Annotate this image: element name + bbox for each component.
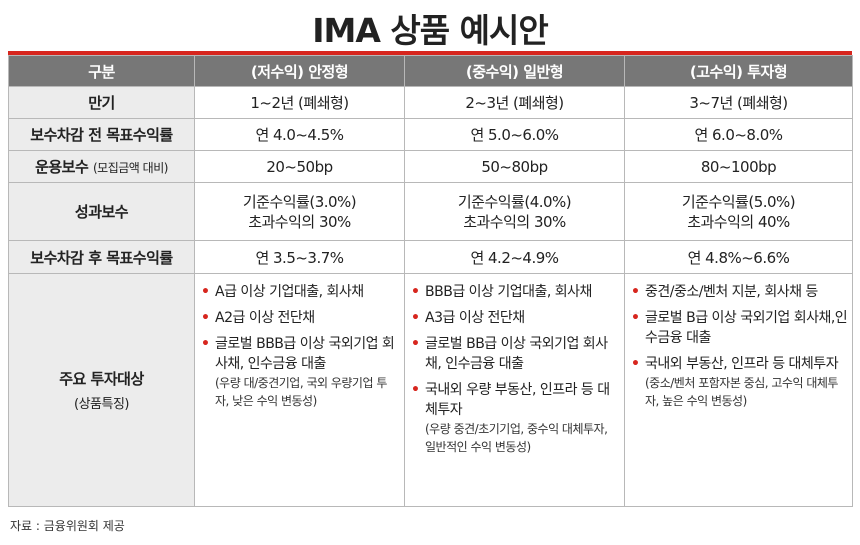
cell-fee-general: 50~80bp xyxy=(404,150,625,183)
page-title: IMA 상품 예시안 xyxy=(312,11,548,50)
invest-list-general: • BBB급 이상 기업대출, 회사채 • A3급 이상 전단채 • 글로벌 BB급 … xyxy=(411,282,620,456)
list-item: • 국내외 부동산, 인프라 등 대체투자 (중소/벤처 포함자본 중심, 고수익… xyxy=(631,354,848,410)
table-row: 운용보수 (모집금액 대비) 20~50bp 50~80bp 80~100bp xyxy=(8,150,853,183)
list-item-text: 글로벌 B급 이상 국외기업 회사채,인수금융 대출 xyxy=(645,310,848,346)
cell-perf-investment: 기준수익률(5.0%) 초과수익의 40% xyxy=(624,182,853,241)
perf-investment-base: 기준수익률(5.0%) xyxy=(681,192,796,211)
list-item-text: 글로벌 BBB급 이상 국외기업 회사채, 인수금융 대출 xyxy=(215,336,395,372)
cell-perf-stable: 기준수익률(3.0%) 초과수익의 30% xyxy=(194,182,405,241)
list-item-text: 중견/중소/벤처 지분, 회사채 등 xyxy=(645,284,818,300)
list-item-text: A2급 이상 전단채 xyxy=(215,310,315,326)
cell-maturity-general: 2~3년 (폐쇄형) xyxy=(404,86,625,119)
list-item-note: (중소/벤처 포함자본 중심, 고수익 대체투자, 높은 수익 변동성) xyxy=(645,376,838,408)
list-item-text: 국내외 부동산, 인프라 등 대체투자 xyxy=(645,356,839,372)
list-item: • 글로벌 BB급 이상 국외기업 회사채, 인수금융 대출 xyxy=(411,334,620,374)
title-divider xyxy=(8,51,852,55)
cell-target-pre-investment: 연 6.0~8.0% xyxy=(624,118,853,151)
bullet-icon: • xyxy=(411,284,420,300)
cell-fee-stable: 20~50bp xyxy=(194,150,405,183)
bullet-icon: • xyxy=(631,310,640,326)
perf-stable-base: 기준수익률(3.0%) xyxy=(242,192,357,211)
row-label-invest: 주요 투자대상 (상품특징) xyxy=(8,273,195,507)
list-item: • A2급 이상 전단채 xyxy=(201,308,400,328)
bullet-icon: • xyxy=(201,336,210,352)
cell-invest-stable: • A급 이상 기업대출, 회사채 • A2급 이상 전단채 • 글로벌 BBB급 이… xyxy=(194,273,405,507)
cell-invest-investment: • 중견/중소/벤처 지분, 회사채 등 • 글로벌 B급 이상 국외기업 회사채,… xyxy=(624,273,853,507)
invest-list-investment: • 중견/중소/벤처 지분, 회사채 등 • 글로벌 B급 이상 국외기업 회사채,… xyxy=(631,282,848,410)
list-item: • 중견/중소/벤처 지분, 회사채 등 xyxy=(631,282,848,302)
fee-label: 운용보수 xyxy=(35,158,89,176)
source-note: 자료 : 금융위원회 제공 xyxy=(10,519,125,533)
list-item: • BBB급 이상 기업대출, 회사채 xyxy=(411,282,620,302)
cell-fee-investment: 80~100bp xyxy=(624,150,853,183)
list-item-note: (우량 대/중견기업, 국외 우량기업 투자, 낮은 수익 변동성) xyxy=(215,376,387,408)
bullet-icon: • xyxy=(411,310,420,326)
cell-invest-general: • BBB급 이상 기업대출, 회사채 • A3급 이상 전단채 • 글로벌 BB급 … xyxy=(404,273,625,507)
perf-stable-excess: 초과수익의 30% xyxy=(248,212,351,231)
cell-maturity-investment: 3~7년 (폐쇄형) xyxy=(624,86,853,119)
list-item-text: 국내외 우량 부동산, 인프라 등 대체투자 xyxy=(425,382,610,418)
bullet-icon: • xyxy=(631,356,640,372)
list-item: • 국내외 우량 부동산, 인프라 등 대체투자 (우량 중견/초기기업, 중수익… xyxy=(411,380,620,456)
list-item-text: BBB급 이상 기업대출, 회사채 xyxy=(425,284,592,300)
cell-perf-general: 기준수익률(4.0%) 초과수익의 30% xyxy=(404,182,625,241)
cell-target-pre-general: 연 5.0~6.0% xyxy=(404,118,625,151)
cell-target-post-general: 연 4.2~4.9% xyxy=(404,240,625,274)
header-general: (중수익) 일반형 xyxy=(404,55,625,87)
perf-general-excess: 초과수익의 30% xyxy=(463,212,566,231)
list-item: • 글로벌 BBB급 이상 국외기업 회사채, 인수금융 대출 (우량 대/중견기… xyxy=(201,334,400,410)
list-item: • 글로벌 B급 이상 국외기업 회사채,인수금융 대출 xyxy=(631,308,848,348)
perf-general-base: 기준수익률(4.0%) xyxy=(457,192,572,211)
header-investment: (고수익) 투자형 xyxy=(624,55,853,87)
bullet-icon: • xyxy=(201,284,210,300)
bullet-icon: • xyxy=(631,284,640,300)
header-stable: (저수익) 안정형 xyxy=(194,55,405,87)
row-label-performance-fee: 성과보수 xyxy=(8,182,195,241)
table-row: 성과보수 기준수익률(3.0%) 초과수익의 30% 기준수익률(4.0%) 초… xyxy=(8,182,853,241)
fee-label-sub: (모집금액 대비) xyxy=(93,161,168,175)
list-item-text: A3급 이상 전단채 xyxy=(425,310,525,326)
list-item-text: 글로벌 BB급 이상 국외기업 회사채, 인수금융 대출 xyxy=(425,336,608,372)
list-item: • A급 이상 기업대출, 회사채 xyxy=(201,282,400,302)
invest-label-sub: (상품특징) xyxy=(74,397,129,412)
invest-list-stable: • A급 이상 기업대출, 회사채 • A2급 이상 전단채 • 글로벌 BBB급 이… xyxy=(201,282,400,410)
cell-target-post-stable: 연 3.5~3.7% xyxy=(194,240,405,274)
bullet-icon: • xyxy=(411,336,420,352)
row-label-target-pre: 보수차감 전 목표수익률 xyxy=(8,118,195,151)
table-row: 보수차감 전 목표수익률 연 4.0~4.5% 연 5.0~6.0% 연 6.0… xyxy=(8,118,853,151)
header-category: 구분 xyxy=(8,55,195,87)
table-row: 만기 1~2년 (폐쇄형) 2~3년 (폐쇄형) 3~7년 (폐쇄형) xyxy=(8,86,853,119)
bullet-icon: • xyxy=(411,382,420,398)
table-row: 주요 투자대상 (상품특징) • A급 이상 기업대출, 회사채 • A2급 이상 … xyxy=(8,273,853,507)
cell-maturity-stable: 1~2년 (폐쇄형) xyxy=(194,86,405,119)
bullet-icon: • xyxy=(201,310,210,326)
cell-target-pre-stable: 연 4.0~4.5% xyxy=(194,118,405,151)
list-item-note: (우량 중견/초기기업, 중수익 대체투자, 일반적인 수익 변동성) xyxy=(425,422,608,454)
row-label-fee: 운용보수 (모집금액 대비) xyxy=(8,150,195,183)
header-row: 구분 (저수익) 안정형 (중수익) 일반형 (고수익) 투자형 xyxy=(8,55,853,87)
row-label-target-post: 보수차감 후 목표수익률 xyxy=(8,240,195,274)
perf-investment-excess: 초과수익의 40% xyxy=(687,212,790,231)
invest-label: 주요 투자대상 xyxy=(59,370,144,388)
table-row: 보수차감 후 목표수익률 연 3.5~3.7% 연 4.2~4.9% 연 4.8… xyxy=(8,240,853,274)
cell-target-post-investment: 연 4.8%~6.6% xyxy=(624,240,853,274)
list-item-text: A급 이상 기업대출, 회사채 xyxy=(215,284,364,300)
list-item: • A3급 이상 전단채 xyxy=(411,308,620,328)
product-comparison-table: 구분 (저수익) 안정형 (중수익) 일반형 (고수익) 투자형 만기 1~2년… xyxy=(8,55,853,507)
row-label-maturity: 만기 xyxy=(8,86,195,119)
